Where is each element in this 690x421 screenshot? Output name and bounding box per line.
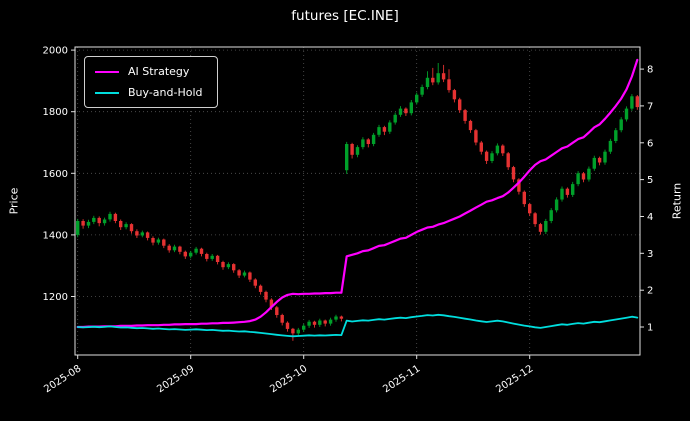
svg-text:1600: 1600 xyxy=(43,169,68,180)
svg-text:1200: 1200 xyxy=(43,292,68,303)
svg-text:2025-09: 2025-09 xyxy=(155,363,196,395)
svg-text:1800: 1800 xyxy=(43,107,68,118)
svg-text:4: 4 xyxy=(647,212,653,223)
svg-text:1400: 1400 xyxy=(43,230,68,241)
svg-text:3: 3 xyxy=(647,249,653,260)
svg-text:2000: 2000 xyxy=(43,46,68,57)
svg-text:5: 5 xyxy=(647,175,653,186)
legend-item-ai-strategy: AI Strategy xyxy=(95,65,203,78)
legend-label-buy-and-hold: Buy-and-Hold xyxy=(128,86,203,99)
legend-item-buy-and-hold: Buy-and-Hold xyxy=(95,86,203,99)
svg-text:7: 7 xyxy=(647,101,653,112)
svg-text:1: 1 xyxy=(647,323,653,334)
svg-text:2025-10: 2025-10 xyxy=(268,363,309,395)
ai-strategy-line-swatch xyxy=(95,70,119,73)
svg-text:2025-12: 2025-12 xyxy=(494,363,535,395)
svg-text:8: 8 xyxy=(647,65,653,76)
svg-text:2025-08: 2025-08 xyxy=(42,363,83,395)
svg-text:2025-11: 2025-11 xyxy=(381,363,422,395)
svg-text:6: 6 xyxy=(647,138,653,149)
svg-text:2: 2 xyxy=(647,286,653,297)
chart-title: futures [EC.INE] xyxy=(291,8,399,24)
legend-label-ai-strategy: AI Strategy xyxy=(128,65,190,78)
buy-and-hold-line-swatch xyxy=(95,91,119,94)
legend: AI Strategy Buy-and-Hold xyxy=(84,56,218,108)
